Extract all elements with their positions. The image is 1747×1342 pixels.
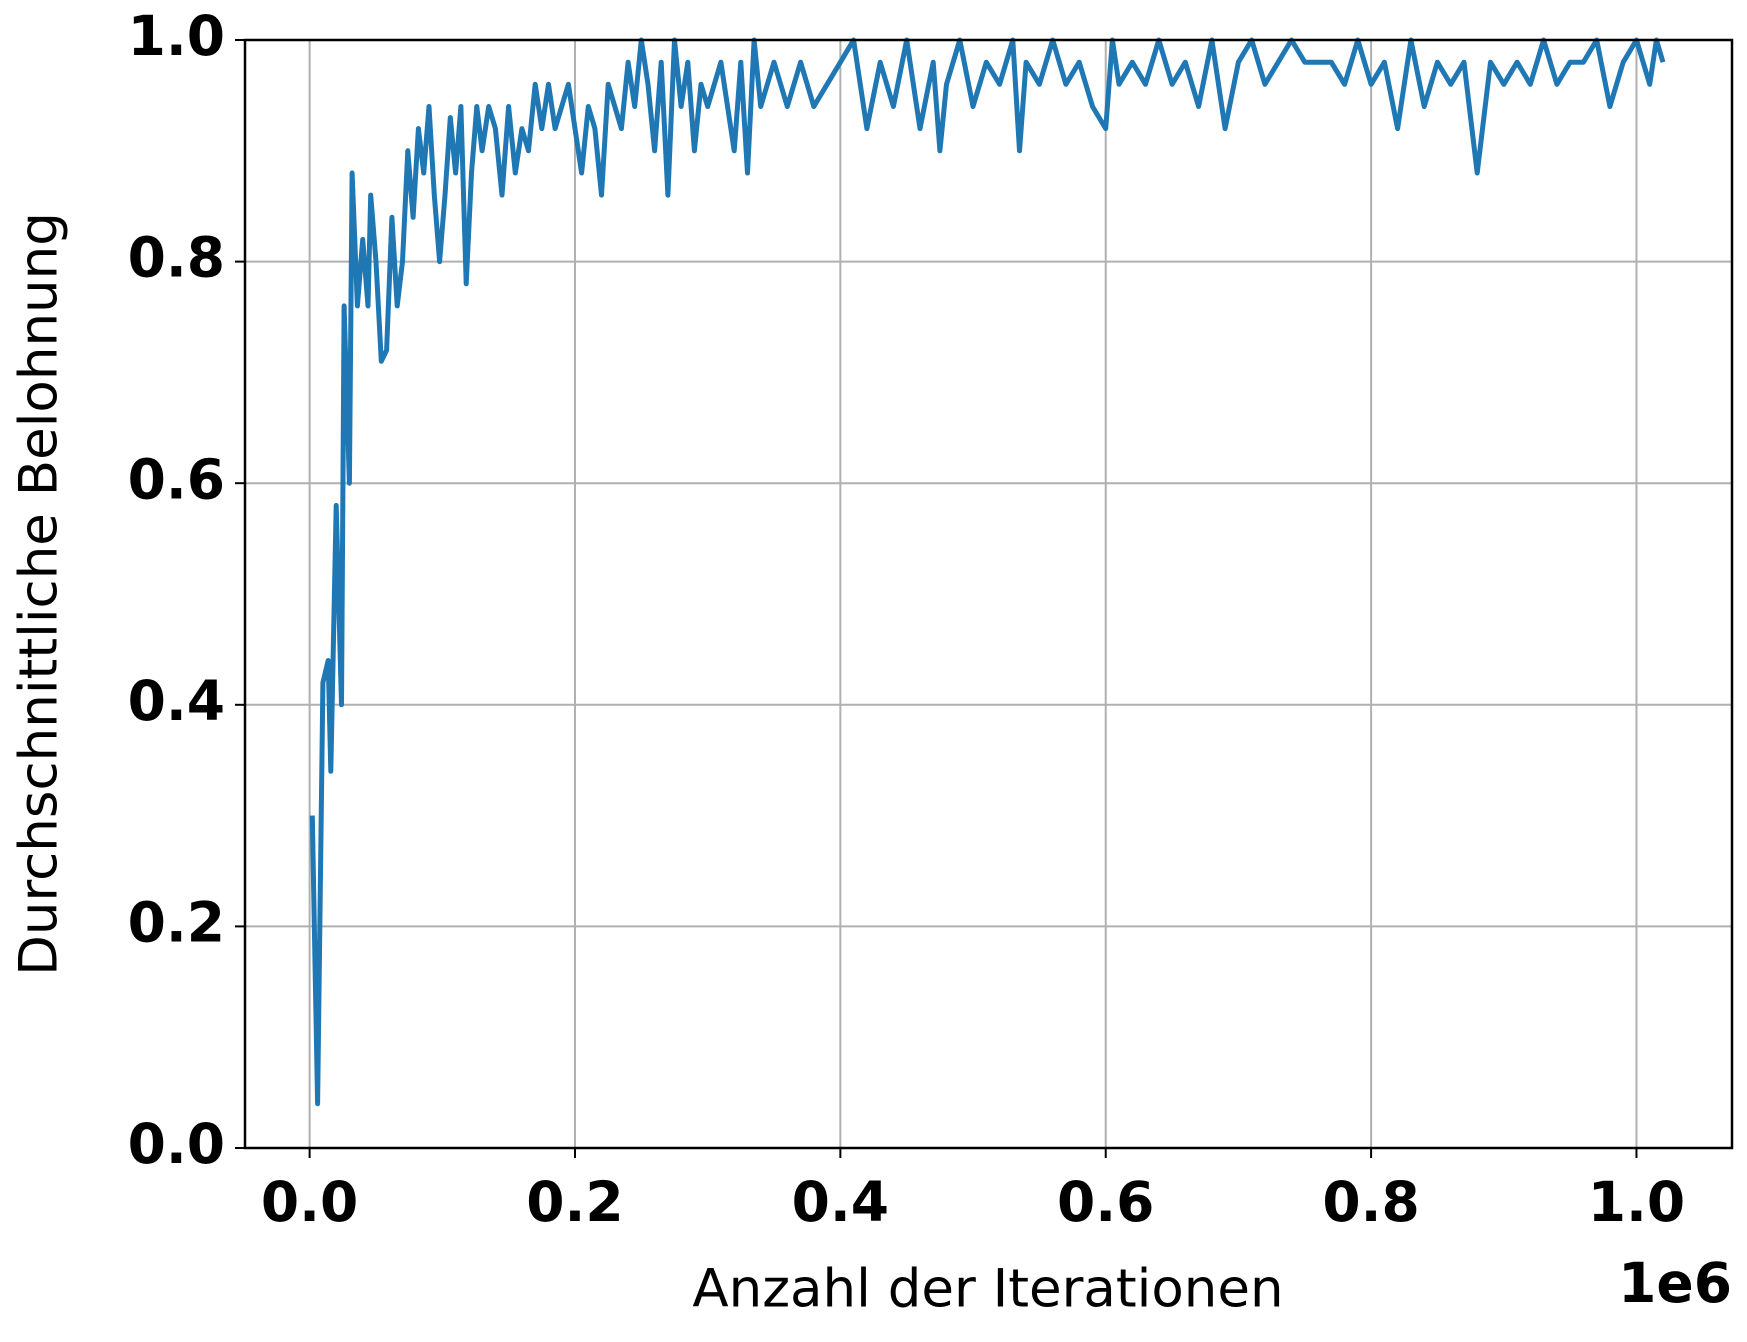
data-line <box>309 37 1666 1107</box>
x-offset-label: 1e6 <box>1618 1251 1732 1315</box>
y-tick-label: 0.0 <box>128 1112 225 1176</box>
x-tick-label: 0.0 <box>261 1170 358 1234</box>
y-tick-label: 0.6 <box>128 447 225 511</box>
x-tick-label: 0.4 <box>792 1170 889 1234</box>
y-tick-label: 0.8 <box>128 226 225 290</box>
y-axis-label: Durchschnittliche Belohnung <box>9 212 70 976</box>
x-tick-label: 1.0 <box>1588 1170 1685 1234</box>
x-tick-label: 0.2 <box>526 1170 623 1234</box>
plot-frame <box>243 38 1734 1150</box>
y-tick-label: 0.2 <box>128 891 225 955</box>
x-tick-label: 0.6 <box>1057 1170 1154 1234</box>
x-axis-label: Anzahl der Iterationen <box>692 1259 1283 1320</box>
y-tick-label: 1.0 <box>128 4 225 68</box>
y-tick-label: 0.4 <box>128 669 225 733</box>
x-tick-label: 0.8 <box>1322 1170 1419 1234</box>
